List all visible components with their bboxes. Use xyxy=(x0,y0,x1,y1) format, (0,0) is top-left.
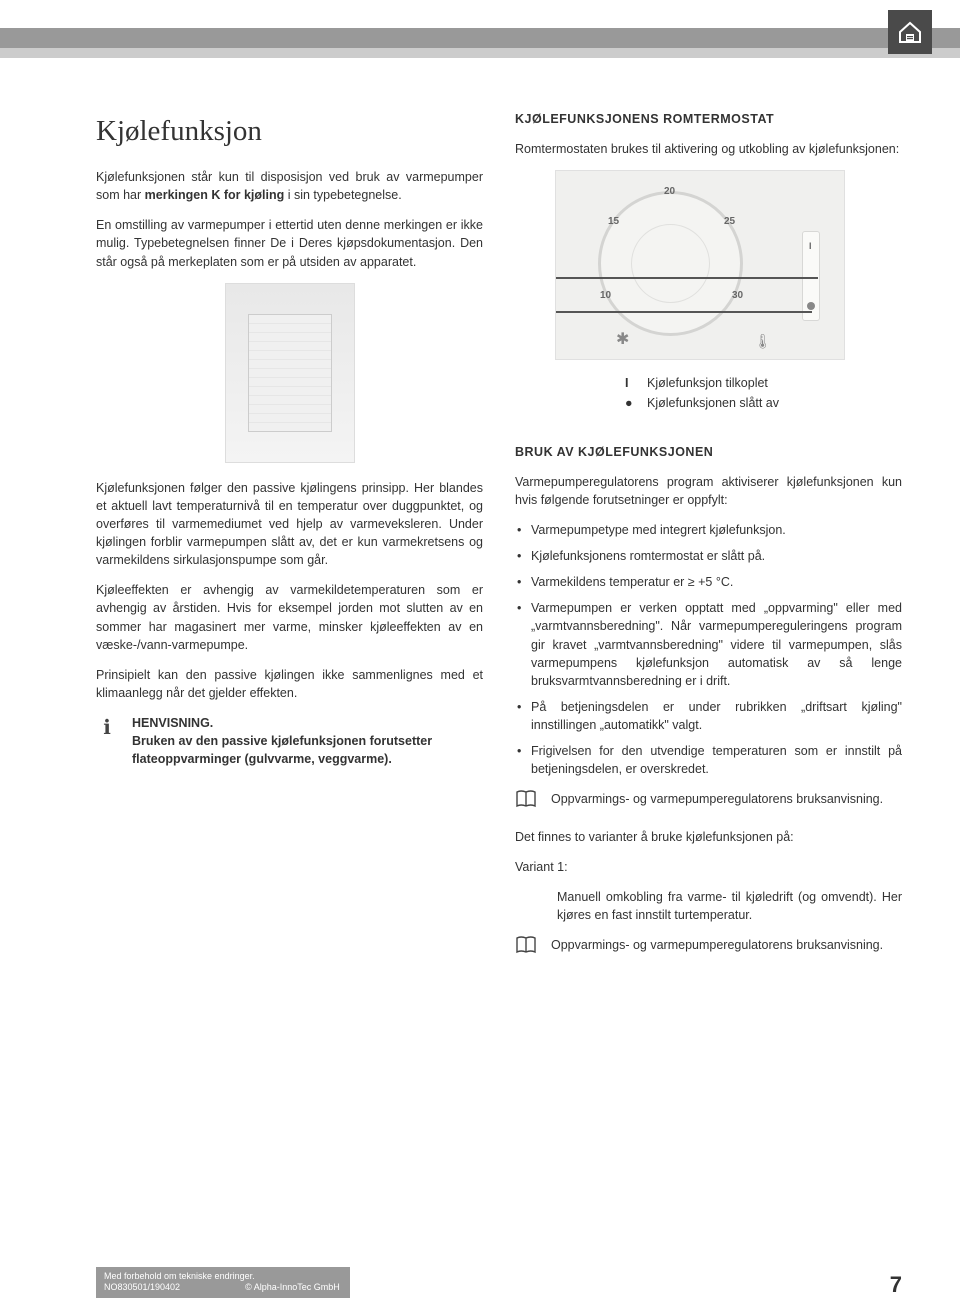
list-item: Varmepumpetype med integrert kjølefunksj… xyxy=(515,521,902,539)
dial-mark: 25 xyxy=(724,215,735,230)
section-heading: BRUK AV KJØLEFUNKSJONEN xyxy=(515,443,902,461)
intro-paragraph: Kjølefunksjonen står kun til disposisjon… xyxy=(96,168,483,204)
page-number: 7 xyxy=(890,1272,902,1298)
sensor-mark-i: I xyxy=(809,240,812,253)
nameplate-image xyxy=(225,283,355,463)
bold-text: merkingen K for kjøling xyxy=(145,188,285,202)
callout-line xyxy=(556,277,818,279)
manual-reference: Oppvarmings- og varmepumperegulatorens b… xyxy=(515,790,902,813)
section-heading: KJØLEFUNKSJONENS ROMTERMOSTAT xyxy=(515,110,902,128)
thermostat-figure: 20 15 25 10 30 I ✱ 🌡 xyxy=(555,170,845,360)
sensor-dot xyxy=(807,302,815,310)
manual-ref-text: Oppvarmings- og varmepumperegulatorens b… xyxy=(551,936,883,954)
conditions-list: Varmepumpetype med integrert kjølefunksj… xyxy=(515,521,902,779)
house-icon xyxy=(888,10,932,54)
indented-paragraph: Manuell omkobling fra varme- til kjøledr… xyxy=(557,888,902,924)
note-body: Bruken av den passive kjølefunksjonen fo… xyxy=(132,734,432,766)
info-icon: ℹ xyxy=(96,714,118,743)
legend-text: Kjølefunksjon tilkoplet xyxy=(647,374,768,392)
dial-mark: 30 xyxy=(732,289,743,304)
list-item: På betjeningsdelen er under rubrikken „d… xyxy=(515,698,902,734)
thermostat-dial xyxy=(598,191,743,336)
legend-text: Kjølefunksjonen slått av xyxy=(647,394,779,412)
book-icon xyxy=(515,790,537,813)
callout-line xyxy=(556,311,812,313)
list-item: Kjølefunksjonens romtermostat er slått p… xyxy=(515,547,902,565)
book-icon xyxy=(515,936,537,959)
paragraph: Kjøleeffekten er avhengig av varmekildet… xyxy=(96,581,483,654)
list-item: Varmepumpen er verken opptatt med „oppva… xyxy=(515,599,902,690)
legend-row: I Kjølefunksjon tilkoplet xyxy=(625,374,902,392)
note-title: HENVISNING. xyxy=(132,714,483,732)
manual-reference: Oppvarmings- og varmepumperegulatorens b… xyxy=(515,936,902,959)
page-footer: Med forbehold om tekniske endringer. NO8… xyxy=(96,1267,902,1298)
footer-disclaimer: Med forbehold om tekniske endringer. xyxy=(104,1271,340,1283)
paragraph: En omstilling av varmepumper i ettertid … xyxy=(96,216,483,270)
note-block: ℹ HENVISNING. Bruken av den passive kjøl… xyxy=(96,714,483,768)
paragraph: Variant 1: xyxy=(515,858,902,876)
dial-mark: 20 xyxy=(664,185,675,200)
thermometer-icon: 🌡 xyxy=(754,331,772,351)
legend-key: ● xyxy=(625,394,647,412)
list-item: Frigivelsen for den utvendige temperatur… xyxy=(515,742,902,778)
paragraph: Det finnes to varianter å bruke kjølefun… xyxy=(515,828,902,846)
legend-key: I xyxy=(625,374,647,392)
paragraph: Kjølefunksjonen følger den passive kjøli… xyxy=(96,479,483,570)
footer-info-box: Med forbehold om tekniske endringer. NO8… xyxy=(96,1267,350,1298)
footer-copyright: © Alpha-InnoTec GmbH xyxy=(245,1282,340,1292)
dial-mark: 10 xyxy=(600,289,611,304)
footer-docnum: NO830501/190402 xyxy=(104,1282,180,1292)
main-title: Kjølefunksjon xyxy=(96,110,483,152)
legend-row: ● Kjølefunksjonen slått av xyxy=(625,394,902,412)
list-item: Varmekildens temperatur er ≥ +5 °C. xyxy=(515,573,902,591)
manual-ref-text: Oppvarmings- og varmepumperegulatorens b… xyxy=(551,790,883,808)
header-bar xyxy=(0,28,960,48)
sensor-stick: I xyxy=(802,231,820,321)
left-column: Kjølefunksjon Kjølefunksjonen står kun t… xyxy=(96,110,483,973)
header-band xyxy=(0,48,960,58)
dial-mark: 15 xyxy=(608,215,619,230)
paragraph: Prinsipielt kan den passive kjølingen ik… xyxy=(96,666,483,702)
snowflake-icon: ✱ xyxy=(616,328,629,351)
right-column: KJØLEFUNKSJONENS ROMTERMOSTAT Romtermost… xyxy=(515,110,902,973)
paragraph: Romtermostaten brukes til aktivering og … xyxy=(515,140,902,158)
paragraph: Varmepumperegulatorens program aktiviser… xyxy=(515,473,902,509)
text: i sin typebetegnelse. xyxy=(284,188,401,202)
